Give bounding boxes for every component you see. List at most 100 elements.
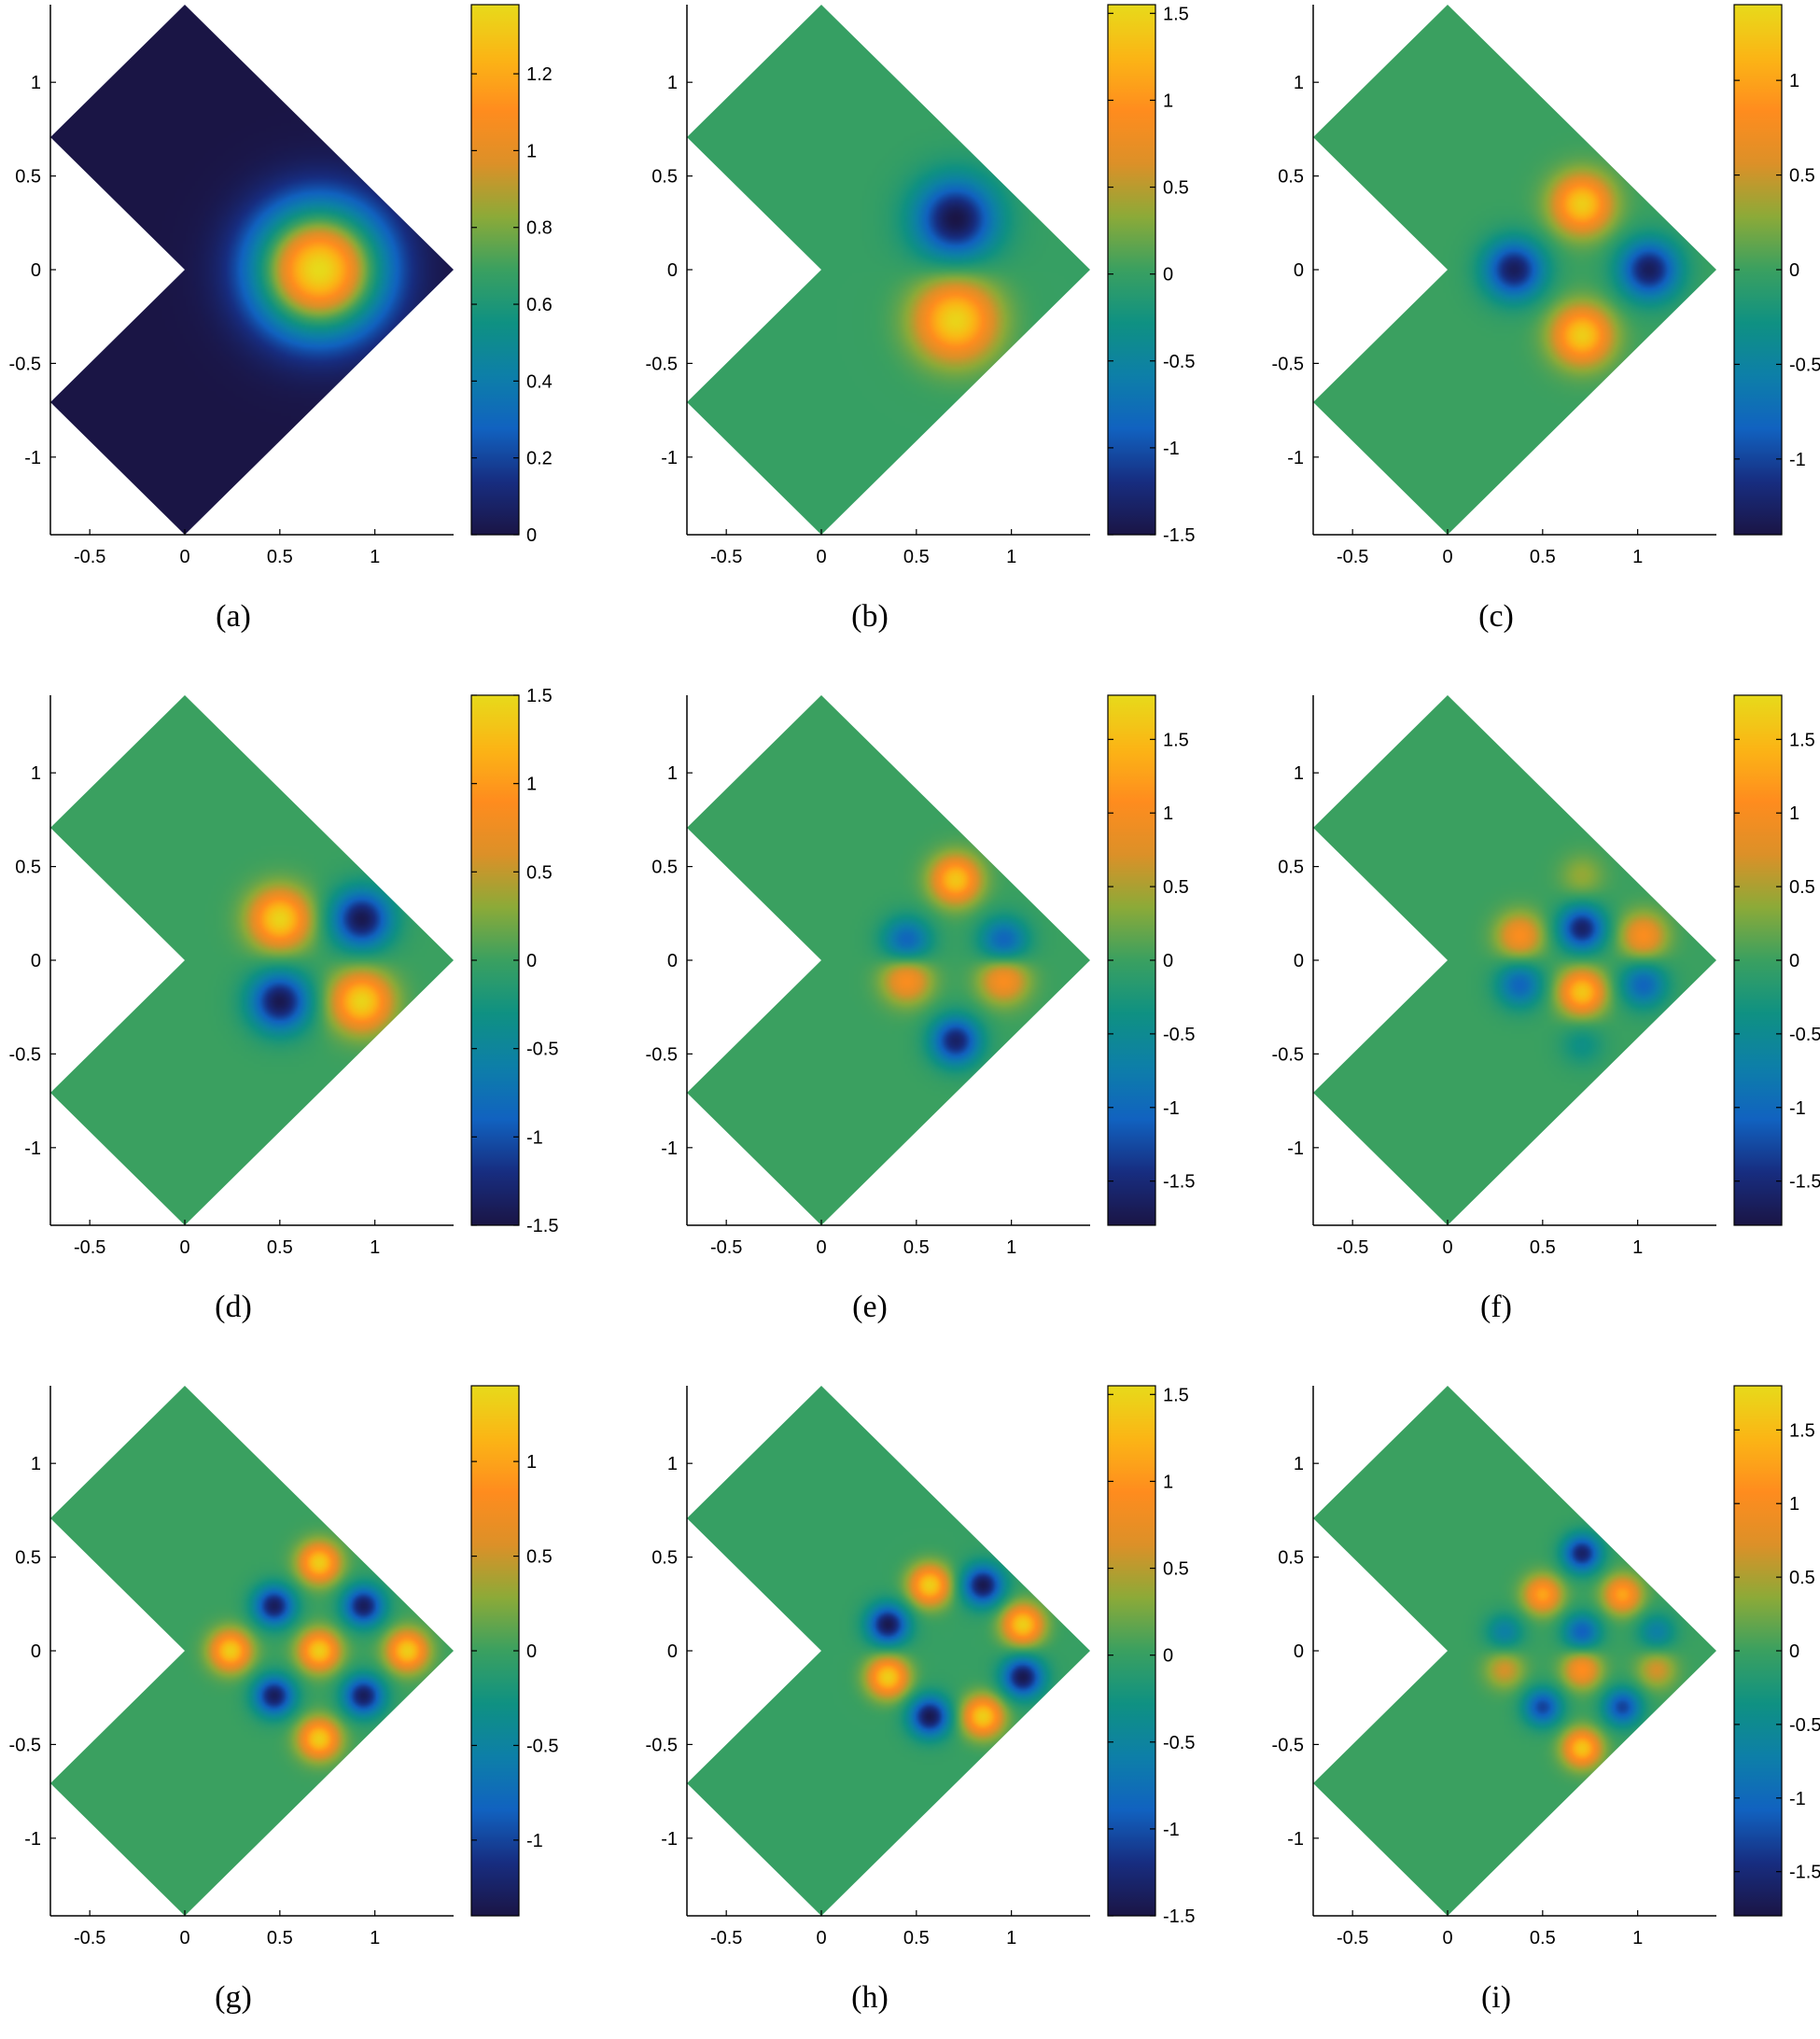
y-tick-label: -0.5 (646, 354, 678, 374)
x-tick-label: 0 (816, 1237, 826, 1258)
colorbar-tick-label: -1 (1789, 1098, 1806, 1119)
colorbar-tick-label: -1 (1789, 450, 1806, 470)
colorbar-tick-label: 1.5 (1163, 4, 1189, 24)
y-tick-label: 0.5 (15, 167, 41, 188)
x-tick-label: 1 (370, 1928, 380, 1948)
colorbar (1107, 1385, 1156, 1917)
x-tick-label: -0.5 (1337, 1928, 1368, 1948)
colorbar-tick-label: -0.5 (1163, 1733, 1195, 1753)
y-tick-label: 0 (667, 951, 678, 971)
y-tick-label: 0 (1294, 260, 1304, 281)
y-tick-label: 0.5 (15, 1548, 41, 1569)
subplot-4: -0.5 0 0.5 1 1 0.5 0 -0.5 -1 -1.5 -1 -0.5 0 0.5 1 1.5 (d… (9, 686, 559, 1324)
y-tick-label: 1 (667, 763, 678, 784)
subplot-2: -0.5 0 0.5 1 1 0.5 0 -0.5 -1 -1.5 -1 -0.5 0 0.5 1 1.5 (b… (646, 4, 1196, 634)
field-heatmap (50, 1386, 454, 1916)
y-tick-label: -1 (24, 1138, 41, 1159)
colorbar-tick-label: -1 (526, 1127, 543, 1148)
colorbar-tick-label: 1 (1789, 803, 1799, 824)
colorbar-tick-label: 1 (1163, 803, 1173, 824)
y-tick-label: 0 (667, 260, 678, 281)
x-tick-label: 0.5 (267, 547, 293, 567)
subplot-1: -0.5 0 0.5 1 1 0.5 0 -0.5 -1 0 0.2 0.4 0.6 0.8 1 1.2 (a) (9, 4, 553, 634)
colorbar (470, 694, 520, 1226)
subplot-caption: (h) (851, 1980, 889, 2015)
colorbar-tick-label: 0.5 (1163, 178, 1189, 199)
y-tick-label: 1 (1294, 73, 1304, 93)
colorbar-tick-label: 1.5 (1163, 1385, 1189, 1405)
y-tick-label: 0 (31, 260, 41, 281)
y-tick-label: -0.5 (1272, 1044, 1304, 1065)
colorbar-tick-label: 1 (1163, 1472, 1173, 1492)
colorbar (1107, 694, 1156, 1226)
x-tick-label: 1 (1632, 1237, 1643, 1258)
colorbar-tick-label: 0 (1163, 1646, 1173, 1667)
colorbar-tick-label: -1 (1163, 1098, 1180, 1119)
field-heatmap (1313, 1386, 1716, 1916)
colorbar-tick-label: 1.5 (1789, 730, 1815, 750)
x-tick-label: 1 (1006, 1237, 1016, 1258)
x-tick-label: 0.5 (903, 1237, 930, 1258)
y-tick-label: 0.5 (651, 1548, 678, 1569)
y-tick-label: -1 (1287, 1829, 1304, 1850)
colorbar-tick-label: 0 (526, 951, 537, 971)
y-tick-label: 0 (1294, 1641, 1304, 1662)
y-tick-label: 0 (31, 951, 41, 971)
colorbar (1733, 1385, 1783, 1917)
y-tick-label: 1 (667, 73, 678, 93)
colorbar-tick-label: 1 (526, 775, 537, 795)
y-tick-label: 0 (1294, 951, 1304, 971)
y-tick-label: 1 (667, 1454, 678, 1474)
colorbar-tick-label: -1 (1163, 1820, 1180, 1840)
colorbar-tick-label: -0.5 (526, 1040, 558, 1060)
y-tick-label: -0.5 (9, 1044, 41, 1065)
x-tick-label: 1 (370, 1237, 380, 1258)
x-tick-label: 0.5 (267, 1928, 293, 1948)
x-tick-label: -0.5 (74, 1928, 105, 1948)
colorbar-tick-label: -1 (1789, 1789, 1806, 1809)
subplot-caption: (a) (216, 599, 251, 634)
colorbar-tick-label: -1.5 (1163, 1906, 1195, 1927)
x-tick-label: 0 (1442, 1237, 1452, 1258)
y-tick-label: 0 (31, 1641, 41, 1662)
y-tick-label: -0.5 (646, 1735, 678, 1755)
y-tick-label: -0.5 (1272, 1735, 1304, 1755)
y-tick-label: 0.5 (1278, 1548, 1304, 1569)
x-tick-label: 0 (816, 547, 826, 567)
x-tick-label: 0 (1442, 1928, 1452, 1948)
colorbar-tick-label: 0.5 (1789, 1568, 1815, 1588)
y-tick-label: 1 (1294, 763, 1304, 784)
x-tick-label: 0 (1442, 547, 1452, 567)
colorbar-tick-label: -1.5 (1163, 1172, 1195, 1193)
subplot-8: -0.5 0 0.5 1 1 0.5 0 -0.5 -1 -1.5 -1 -0.5 0 0.5 1 1.5 (h… (646, 1385, 1196, 2015)
x-tick-label: 1 (1632, 547, 1643, 567)
x-tick-label: 1 (1006, 1928, 1016, 1948)
colorbar-tick-label: 0.4 (526, 371, 553, 392)
colorbar-tick-label: -0.5 (1163, 1025, 1195, 1045)
colorbar-tick-label: 0.5 (1789, 166, 1815, 187)
y-tick-label: 0.5 (15, 858, 41, 878)
colorbar (1107, 4, 1156, 536)
x-tick-label: -0.5 (710, 547, 742, 567)
field-heatmap (1313, 695, 1716, 1225)
colorbar-tick-label: 1 (1163, 91, 1173, 111)
colorbar-tick-label: 0.6 (526, 295, 553, 315)
colorbar-tick-label: 1.2 (526, 64, 553, 85)
colorbar-tick-label: -1 (1163, 439, 1180, 459)
colorbar-tick-label: -1.5 (1789, 1172, 1820, 1193)
subplot-7: -0.5 0 0.5 1 1 0.5 0 -0.5 -1 -1 -0.5 0 0.5 1 (g) (9, 1385, 558, 2015)
colorbar (1733, 694, 1783, 1226)
colorbar-tick-label: 1 (1789, 71, 1799, 91)
subplot-9: -0.5 0 0.5 1 1 0.5 0 -0.5 -1 -1.5 -1 -0.5 0 0.5 1 1.5 (i… (1272, 1385, 1820, 2015)
colorbar-tick-label: 1 (1789, 1494, 1799, 1515)
y-tick-label: -1 (24, 1829, 41, 1850)
colorbar-tick-label: 0.5 (1163, 877, 1189, 898)
x-tick-label: 0.5 (1530, 1928, 1556, 1948)
y-tick-label: 0.5 (651, 858, 678, 878)
colorbar-tick-label: 0.5 (1163, 1559, 1189, 1580)
x-tick-label: 0.5 (1530, 547, 1556, 567)
colorbar (1733, 4, 1783, 536)
colorbar-tick-label: -1.5 (1789, 1863, 1820, 1883)
colorbar-tick-label: 0 (526, 1641, 537, 1662)
